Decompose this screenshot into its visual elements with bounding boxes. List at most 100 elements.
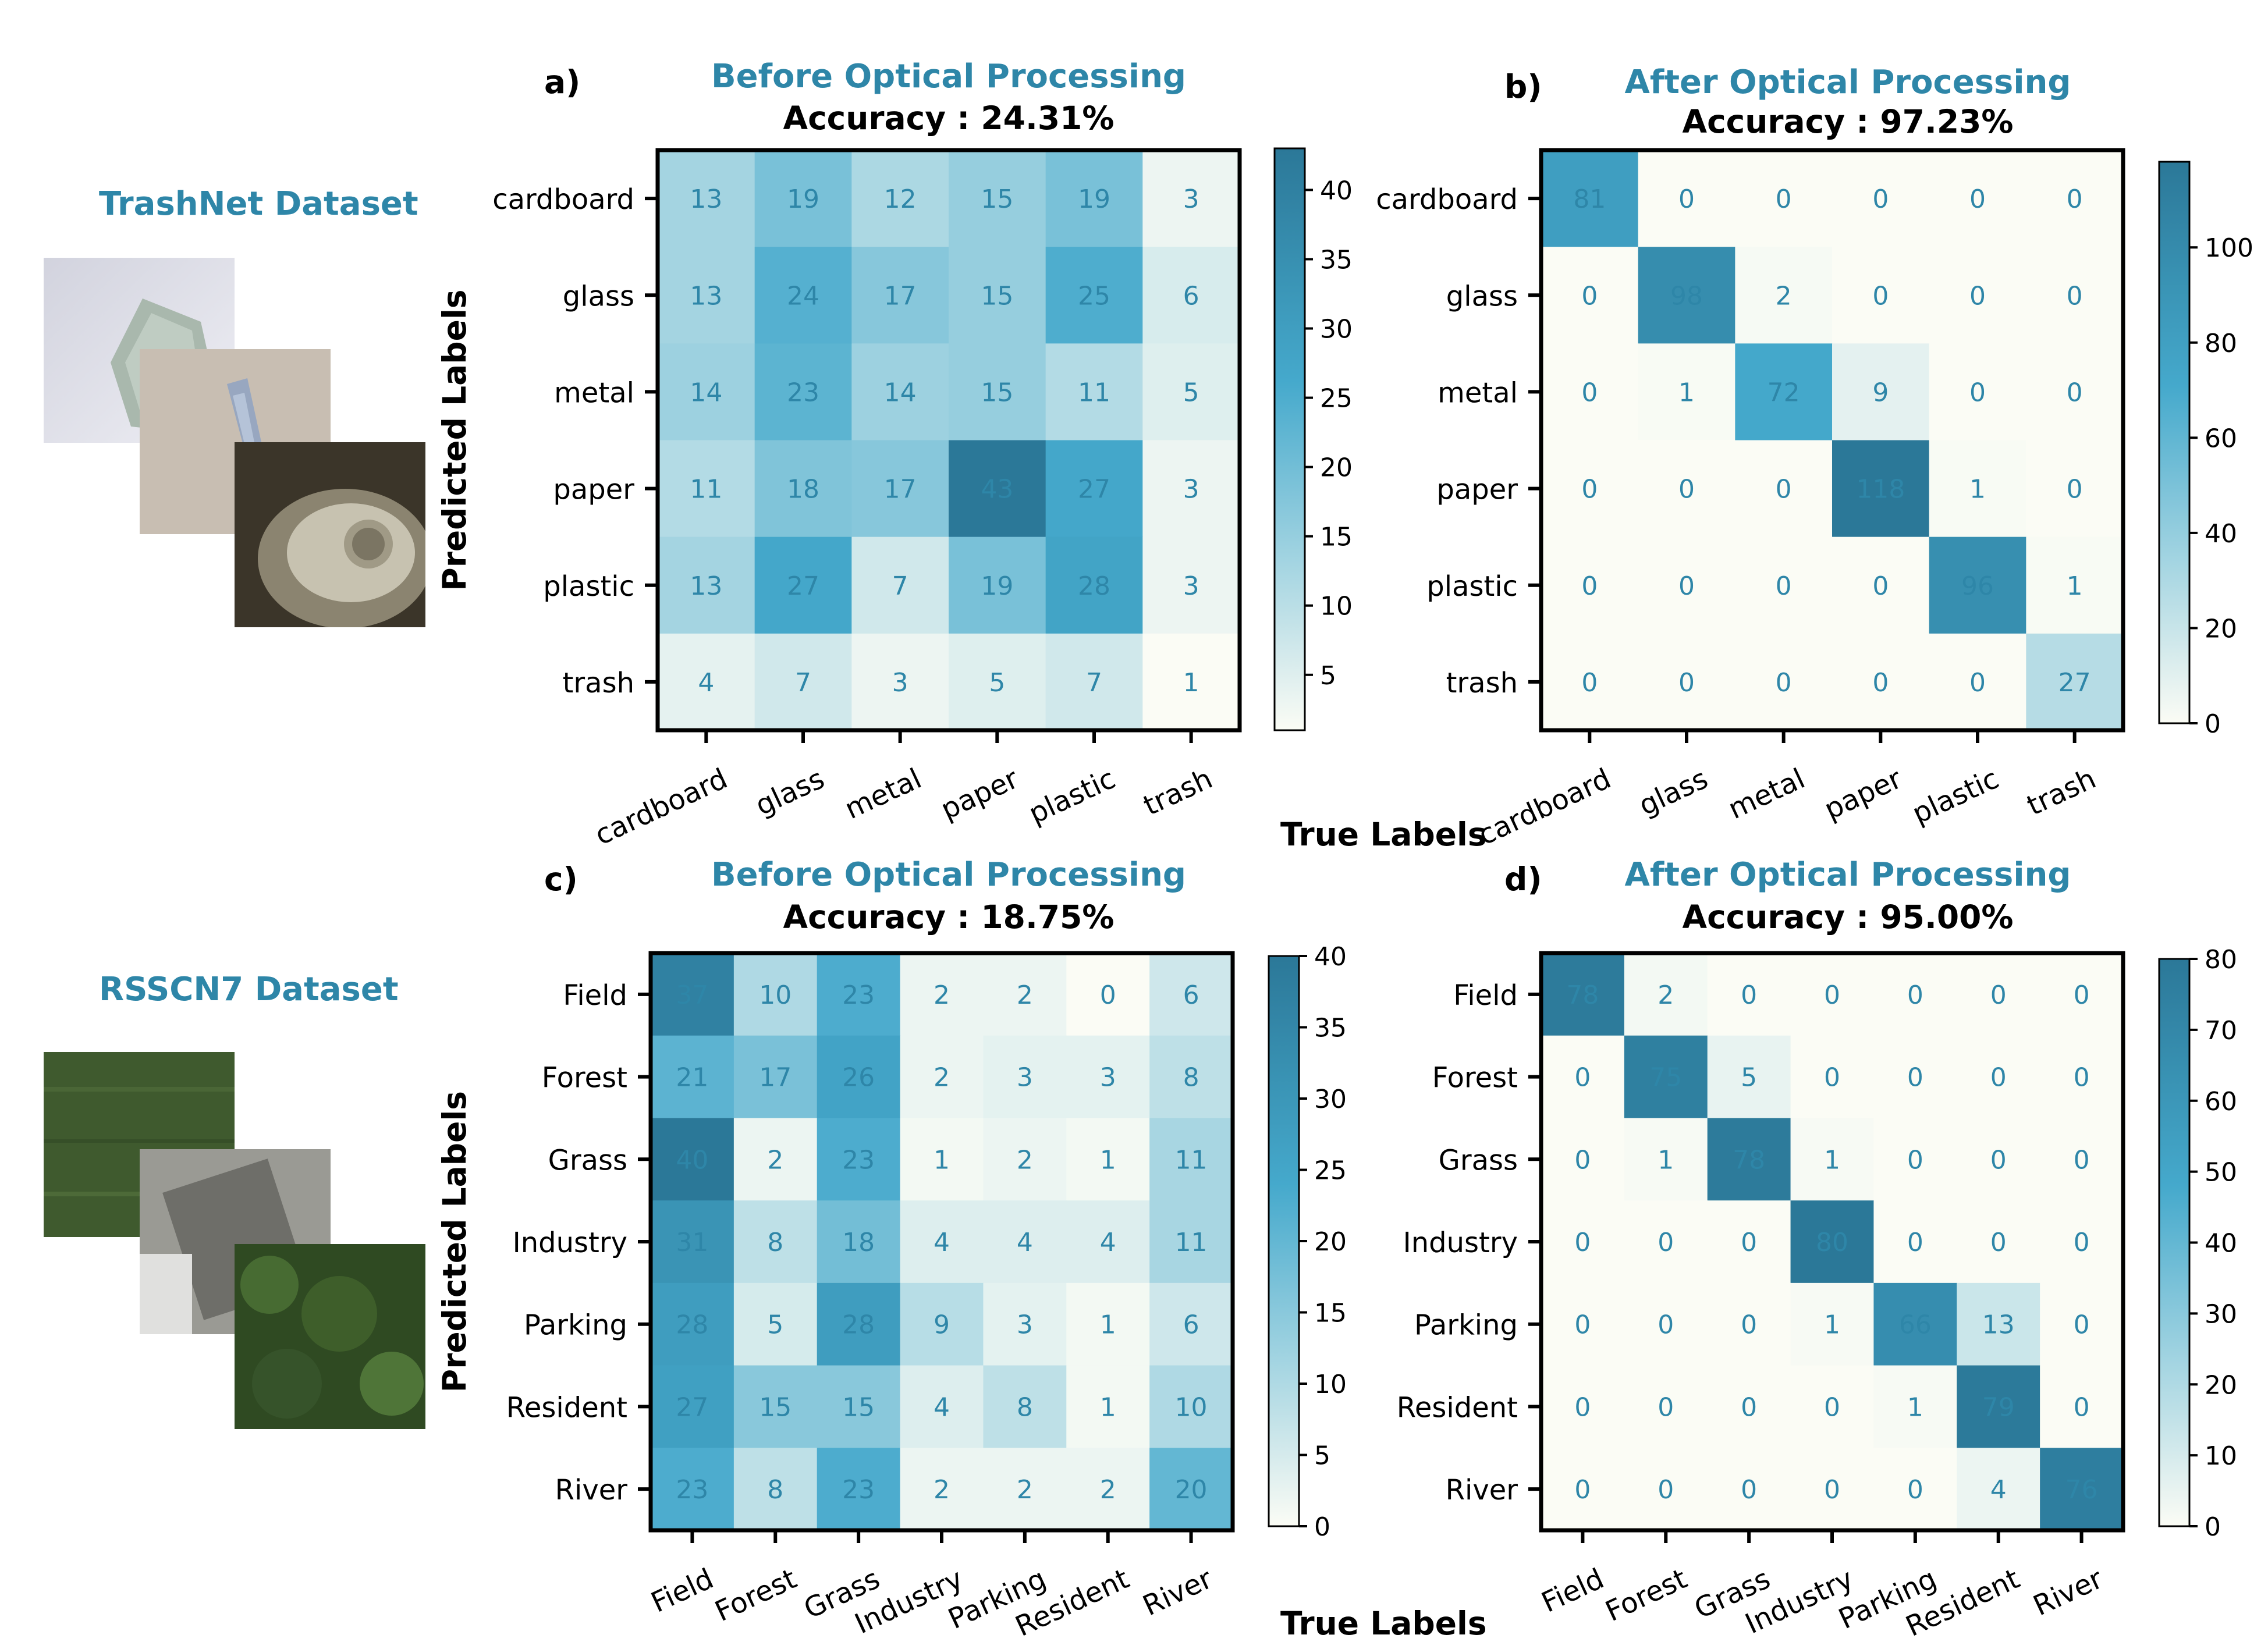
- colorbar-tick-label: 10: [1314, 1370, 1347, 1399]
- heatmap-cell: [1624, 953, 1708, 1036]
- heatmap-cell: [2040, 1200, 2124, 1284]
- heatmap-cell: [1832, 343, 1930, 441]
- heatmap-cell: [817, 1365, 901, 1448]
- cell-value-label: 1: [1907, 1392, 1923, 1422]
- cell-value-label: 23: [842, 980, 875, 1010]
- cell-value-label: 0: [1990, 1063, 2007, 1093]
- heatmap-cell: [1541, 150, 1639, 247]
- colorbar-tick-label: 40: [1314, 942, 1347, 972]
- cell-value-label: 2: [767, 1145, 783, 1175]
- heatmap-cell: [1790, 953, 1875, 1036]
- cell-value-label: 3: [1183, 475, 1199, 504]
- heatmap-cell: [1045, 247, 1143, 344]
- heatmap-cell: [900, 1365, 984, 1448]
- heatmap-cell: [1929, 536, 2026, 634]
- colorbar-tick-label: 0: [1314, 1512, 1330, 1542]
- heatmap-cell: [658, 150, 755, 247]
- heatmap-cell: [1624, 1118, 1708, 1201]
- true-labels-axis-title-top: True Labels: [1280, 816, 1487, 853]
- heatmap-cell: [1957, 1448, 2040, 1531]
- heatmap-cell: [1832, 633, 1930, 731]
- heatmap-cell: [1045, 536, 1143, 634]
- heatmap-cell: [1832, 536, 1930, 634]
- heatmap-cell: [1142, 633, 1240, 731]
- cell-value-label: 9: [1872, 378, 1889, 407]
- heatmap-cell: [733, 1365, 818, 1448]
- y-tick-label: trash: [563, 667, 634, 699]
- cell-value-label: 4: [934, 1392, 950, 1422]
- colorbar-tick-label: 80: [2205, 329, 2237, 358]
- colorbar-tick-label: 70: [2205, 1016, 2237, 1046]
- heatmap-cell: [2040, 953, 2124, 1036]
- colorbar: [2158, 958, 2191, 1527]
- cell-value-label: 0: [1741, 1475, 1757, 1505]
- y-tick-label: cardboard: [1376, 183, 1518, 216]
- y-tick-label: River: [1446, 1474, 1518, 1506]
- cell-value-label: 1: [1100, 1310, 1116, 1340]
- y-axis-title: Predicted Labels: [436, 289, 473, 591]
- y-tick-label: metal: [1438, 376, 1518, 409]
- cell-value-label: 0: [1657, 1228, 1674, 1257]
- cell-value-label: 0: [1581, 571, 1598, 601]
- heatmap-cell: [1638, 150, 1735, 247]
- heatmap-cell: [1832, 247, 1930, 344]
- cell-value-label: 14: [884, 378, 917, 407]
- heatmap-cell: [817, 1200, 901, 1284]
- cell-value-label: 4: [1017, 1228, 1033, 1257]
- cell-value-label: 78: [1733, 1145, 1765, 1175]
- x-tick-label: Field: [1536, 1562, 1609, 1619]
- heatmap-cell: [1707, 1200, 1791, 1284]
- cell-value-label: 23: [842, 1475, 875, 1505]
- cell-value-label: 1: [934, 1145, 950, 1175]
- cell-value-label: 0: [1824, 1063, 1840, 1093]
- trashnet-sample-image-3: [235, 442, 425, 627]
- y-tick-label: Field: [1453, 979, 1518, 1012]
- heatmap-cell: [1790, 1282, 1875, 1366]
- y-tick-label: trash: [1446, 667, 1518, 699]
- heatmap-cell: [949, 150, 1046, 247]
- heatmap-cell: [1735, 440, 1833, 538]
- cell-value-label: 4: [698, 668, 714, 698]
- heatmap-cell: [1149, 1448, 1233, 1531]
- heatmap-cell: [1735, 247, 1833, 344]
- cell-value-label: 8: [1183, 1063, 1199, 1093]
- heatmap-cell: [651, 1448, 734, 1531]
- cell-value-label: 11: [1175, 1228, 1208, 1257]
- cell-value-label: 3: [1017, 1310, 1033, 1340]
- cell-value-label: 80: [1816, 1228, 1848, 1257]
- cell-value-label: 0: [2067, 184, 2083, 214]
- cell-value-label: 13: [690, 571, 722, 601]
- cell-value-label: 15: [759, 1392, 792, 1422]
- heatmap-cell: [1541, 953, 1625, 1036]
- cell-value-label: 5: [1183, 378, 1199, 407]
- heatmap-cell: [1142, 536, 1240, 634]
- cell-value-label: 0: [1657, 1392, 1674, 1422]
- colorbar-tick-label: 20: [1314, 1227, 1347, 1257]
- y-tick-label: Forest: [542, 1062, 627, 1094]
- chart-title: Before Optical Processing: [711, 58, 1186, 95]
- cell-value-label: 6: [1183, 1310, 1199, 1340]
- heatmap-cell: [817, 1035, 901, 1119]
- heatmap-cell: [1707, 1035, 1791, 1119]
- cell-value-label: 0: [1657, 1310, 1674, 1340]
- cell-value-label: 12: [884, 184, 917, 214]
- colorbar-tick-label: 25: [1314, 1156, 1347, 1186]
- cell-value-label: 27: [1078, 475, 1110, 504]
- cell-value-label: 1: [1678, 378, 1695, 407]
- heatmap-cell: [1735, 150, 1833, 247]
- heatmap-cell: [1149, 1365, 1233, 1448]
- y-tick-label: metal: [554, 376, 634, 409]
- cell-value-label: 7: [892, 571, 908, 601]
- colorbar-tick-label: 100: [2205, 233, 2253, 263]
- cell-value-label: 3: [1183, 571, 1199, 601]
- heatmap-cell: [949, 536, 1046, 634]
- heatmap-cell: [2040, 1282, 2124, 1366]
- colorbar-tick-label: 60: [2205, 1087, 2237, 1117]
- y-tick-label: Field: [563, 979, 627, 1012]
- cell-value-label: 9: [934, 1310, 950, 1340]
- heatmap-cell: [658, 536, 755, 634]
- heatmap-cell: [1707, 953, 1791, 1036]
- cell-value-label: 1: [1100, 1145, 1116, 1175]
